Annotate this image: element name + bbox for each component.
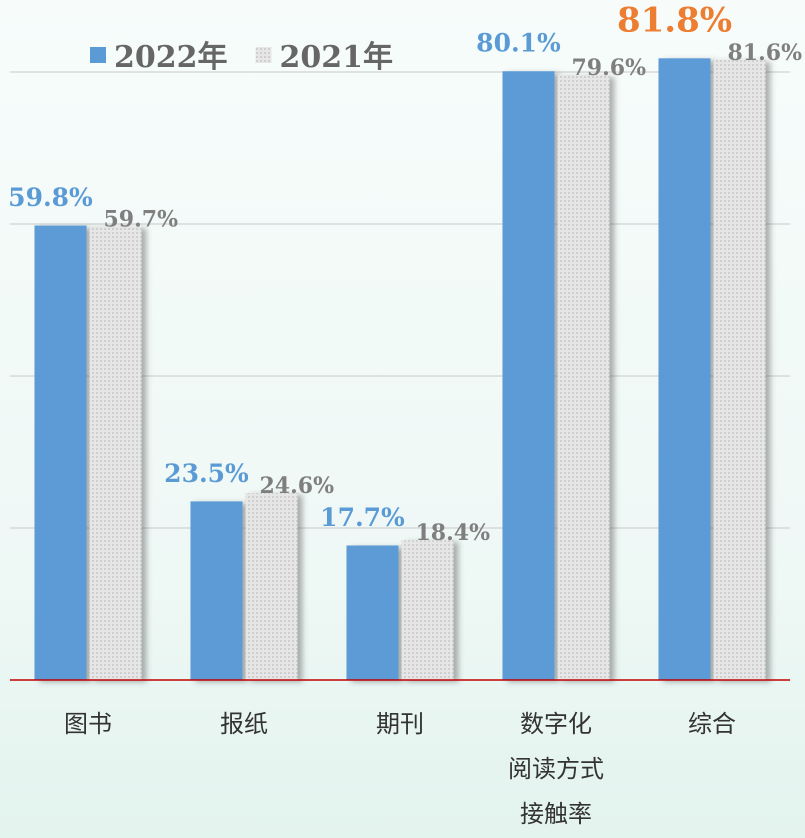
legend-swatch <box>255 47 272 63</box>
legend-label: 2021年 <box>280 40 394 75</box>
x-tick-label: 期刊 <box>376 710 424 738</box>
x-tick-label: 数字化 阅读方式 接触率 <box>508 710 604 828</box>
bar <box>502 71 555 681</box>
legend-label: 2022年 <box>114 40 228 75</box>
value-label: 80.1% <box>476 29 561 58</box>
x-tick-label: 综合 <box>688 710 736 738</box>
bar <box>89 226 142 680</box>
x-tick-label: 图书 <box>64 710 112 738</box>
value-label: 59.7% <box>104 206 179 232</box>
value-label: 59.8% <box>8 183 93 212</box>
bar <box>346 545 399 680</box>
value-label: 81.8% <box>617 0 732 40</box>
value-label: 23.5% <box>164 459 249 488</box>
value-label: 17.7% <box>320 503 405 532</box>
value-label: 81.6% <box>728 40 803 66</box>
x-tick-label: 报纸 <box>220 710 268 738</box>
bar <box>658 58 711 680</box>
value-label: 24.6% <box>260 473 335 499</box>
value-label: 18.4% <box>416 520 491 546</box>
bar <box>401 540 454 680</box>
bar <box>34 225 87 680</box>
bar <box>557 75 610 681</box>
value-label: 79.6% <box>572 55 647 81</box>
bar <box>245 493 298 680</box>
bar <box>190 501 243 680</box>
legend-swatch <box>90 47 106 63</box>
bar <box>713 59 766 680</box>
